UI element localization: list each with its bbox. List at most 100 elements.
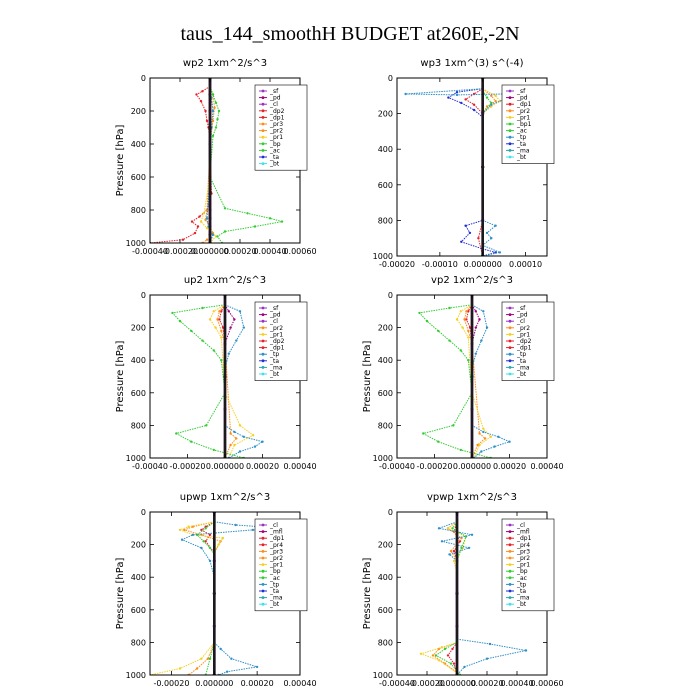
legend: _cl_mfl_dp1_pr4_pr3_pr2_pr1_bp_ac_tp_ta_… (501, 518, 555, 612)
legend: _sf_pd_cl_pr2_pr1_dp2_dp1_tp_ta_ma_bt (501, 301, 555, 381)
data-point (171, 311, 174, 315)
data-point (490, 105, 493, 108)
legend-label: _pr2 (516, 555, 530, 562)
data-point (229, 432, 232, 435)
y-tick-label: 200 (378, 541, 393, 550)
data-point (223, 374, 227, 379)
legend-marker (261, 149, 265, 152)
data-point (485, 96, 489, 99)
y-tick-label: 1000 (126, 671, 146, 680)
data-point (485, 231, 489, 235)
data-point (180, 538, 184, 541)
data-point (425, 319, 429, 323)
data-point (212, 310, 215, 313)
panel-upwp: upwp 1xm^2/s^3 Pressure [hPa] 0 200 400 600 80… (115, 492, 317, 688)
data-point (235, 339, 238, 342)
legend-label: _tp (269, 351, 279, 358)
legend-label: _pr4 (516, 542, 530, 549)
data-point (465, 318, 468, 321)
y-tick-label: 200 (378, 110, 393, 119)
data-point (482, 430, 485, 434)
legend-label: _sf (516, 88, 526, 95)
legend-marker (508, 122, 512, 126)
legend-label: _pr2 (269, 325, 283, 332)
data-point (201, 90, 204, 93)
legend-label: _cl (269, 522, 278, 529)
y-tick-label: 0 (141, 74, 146, 83)
data-point (477, 237, 480, 240)
legend-label: _dp1 (269, 114, 285, 121)
x-tick-label: 0.00020 (246, 462, 279, 471)
legend-label: _ma (516, 595, 530, 602)
y-tick-label: 800 (378, 216, 393, 225)
y-tick-label: 200 (378, 324, 393, 333)
legend-marker (261, 602, 265, 606)
data-point (175, 432, 178, 435)
data-point (480, 450, 483, 453)
legend-marker (508, 352, 512, 356)
legend-label: _ta (269, 154, 279, 161)
legend-marker (508, 149, 512, 152)
data-point (178, 667, 182, 670)
legend-label: _dp1 (516, 535, 532, 542)
legend-marker (508, 596, 512, 599)
data-point (470, 374, 474, 379)
legend-label: _bp (269, 568, 281, 575)
y-axis-label: Pressure [hPa] (115, 558, 126, 630)
x-tick-label: 0.00040 (283, 462, 316, 471)
data-point (422, 432, 425, 435)
data-point (202, 212, 206, 215)
y-tick-label: 400 (131, 573, 146, 582)
panel-title: wp3 1xm^(3) s^(-4) (420, 58, 523, 69)
series-line-tp (405, 88, 547, 256)
data-point (220, 359, 223, 362)
legend-label: _sf (269, 88, 279, 95)
y-tick-label: 600 (378, 181, 393, 190)
legend-marker (508, 530, 512, 533)
y-tick-label: 200 (131, 107, 146, 116)
legend-label: _pr1 (516, 114, 530, 121)
data-point (482, 310, 485, 313)
panel-vpwp: vpwp 1xm^2/s^3 Pressure [hPa] 0 200 400 600 80… (362, 492, 564, 688)
data-point (459, 448, 462, 452)
legend-label: _ac (269, 147, 280, 154)
legend-label: _bp (516, 568, 528, 575)
y-tick-label: 600 (378, 606, 393, 615)
y-tick-label: 600 (131, 389, 146, 398)
data-point (455, 93, 459, 97)
data-point (460, 546, 463, 550)
data-point (467, 329, 470, 333)
series-line-dp2 (418, 304, 491, 458)
y-tick-label: 1000 (373, 454, 393, 463)
data-point (238, 310, 242, 313)
legend-label: _ac (269, 575, 280, 582)
data-point (233, 443, 236, 447)
legend-label: _tp (516, 134, 526, 141)
legend-marker (261, 583, 265, 586)
legend: _sf_pd_dp1_pr2_pr1_bp1_ac_tp_ta_ma_bt (501, 84, 555, 164)
legend-marker (508, 543, 512, 547)
legend-label: _pr2 (269, 128, 283, 135)
legend-marker (261, 543, 265, 547)
data-point (190, 220, 194, 223)
data-point (199, 220, 203, 223)
series-line-bp (435, 521, 467, 675)
series-group (419, 512, 528, 675)
legend-marker (508, 346, 512, 349)
legend-marker (261, 142, 265, 146)
data-point (208, 533, 212, 536)
legend-label: _dp1 (516, 345, 532, 352)
data-point (208, 559, 212, 563)
panel-vp2: vp2 1xm^2/s^3 Pressure [hPa] 0 200 400 600 800… (362, 275, 564, 471)
legend-marker (261, 530, 265, 533)
panel-title: wp2 1xm^2/s^3 (183, 58, 267, 69)
data-point (489, 435, 492, 438)
data-point (191, 533, 195, 536)
legend-label: _pr1 (516, 331, 530, 338)
x-tick-label: 0.000000 (464, 260, 502, 269)
y-tick-label: 600 (378, 389, 393, 398)
data-point (214, 126, 218, 129)
data-point (474, 326, 477, 329)
x-tick-label: -0.00020 (409, 679, 445, 688)
y-axis-label: Pressure [hPa] (362, 558, 373, 630)
